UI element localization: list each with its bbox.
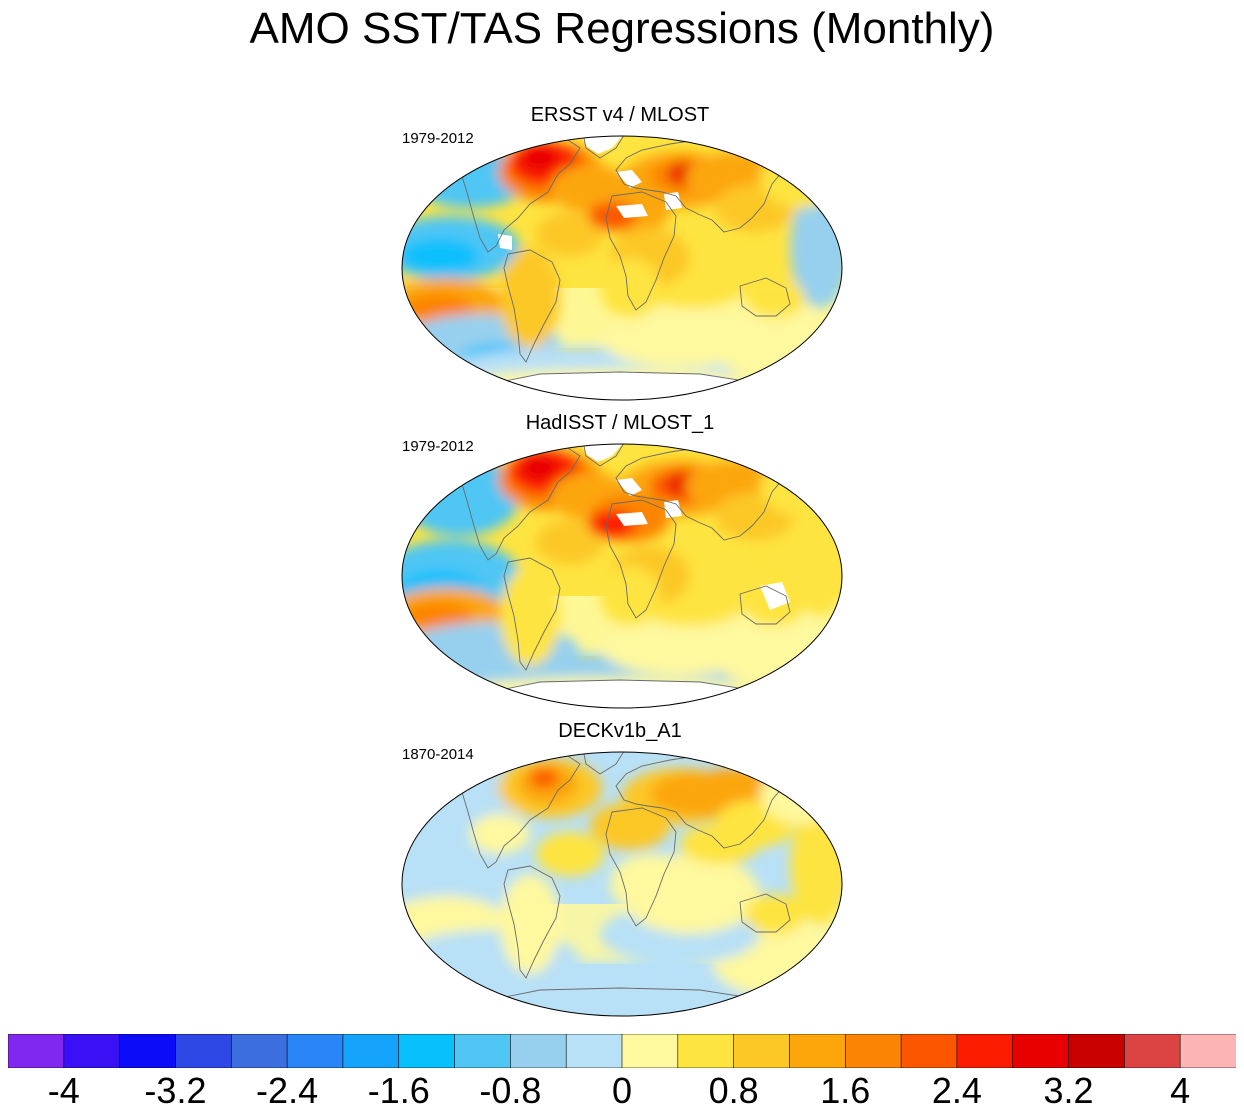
anomaly-contour	[530, 768, 558, 788]
anomaly-contour	[745, 278, 805, 318]
coastline-greenland	[581, 136, 627, 159]
colorbar-swatch	[565, 1034, 623, 1068]
colorbar-tick-label: -0.8	[479, 1070, 542, 1111]
colorbar	[8, 1034, 1236, 1068]
colorbar-tick-label: 4	[1170, 1070, 1191, 1111]
anomaly-contour	[610, 854, 690, 914]
anomaly-contour	[470, 814, 530, 854]
coastline-samerica	[503, 865, 561, 979]
colorbar-swatch	[677, 1034, 735, 1068]
coastline-africa	[605, 191, 677, 311]
anomaly-contour	[460, 985, 760, 1013]
coastline-africa	[605, 499, 677, 619]
anomaly-contour	[600, 308, 760, 368]
coastline-samerica	[503, 249, 561, 363]
anomaly-contour	[402, 238, 480, 274]
colorbar-tick-label: -3.2	[144, 1070, 207, 1111]
anomaly-contour	[590, 802, 670, 850]
colorbar-swatch	[63, 1034, 121, 1068]
coastline-samerica	[503, 557, 561, 671]
missing-data-mask	[760, 582, 790, 610]
map-border	[401, 751, 843, 1017]
colorbar-swatch	[1012, 1034, 1070, 1068]
panel-title: ERSST v4 / MLOST	[530, 104, 710, 126]
colorbar-tick-label: -2.4	[256, 1070, 319, 1111]
colorbar-tick-label: -1.6	[367, 1070, 430, 1111]
anomaly-contour	[500, 566, 560, 666]
map-panel-hadisst: HadISST / MLOST_1 1979-2012	[380, 412, 860, 726]
map-panel-deck: DECKv1b_A1 1870-2014	[380, 720, 860, 1034]
colorbar-swatch	[1179, 1034, 1236, 1068]
missing-data-mask	[580, 136, 624, 154]
colorbar-swatch	[342, 1034, 400, 1068]
anomaly-contour	[522, 146, 558, 170]
colorbar-swatch	[286, 1034, 344, 1068]
colorbar-swatch	[733, 1034, 791, 1068]
missing-data-mask	[616, 512, 648, 526]
missing-data-mask	[580, 444, 624, 462]
anomaly-contour	[745, 894, 805, 934]
colorbar-swatch	[175, 1034, 232, 1068]
colorbar-swatch	[230, 1034, 288, 1068]
coastline-australia	[739, 277, 791, 317]
anomaly-contour	[600, 616, 760, 676]
colorbar-swatch	[900, 1034, 958, 1068]
anomaly-contour	[760, 148, 840, 208]
colorbar-tick-label: 3.2	[1043, 1070, 1094, 1111]
anomaly-contour	[760, 764, 840, 824]
colorbar-tick-label: 0	[611, 1070, 633, 1111]
anomaly-contour	[402, 456, 520, 536]
panel-period: 1870-2014	[402, 746, 474, 763]
colorbar-swatch	[510, 1034, 567, 1068]
panel-period: 1979-2012	[402, 438, 474, 455]
colorbar-labels: -4 -3.2 -2.4 -1.6 -0.8 0 0.8 1.6 2.4 3.2 4	[0, 1070, 1244, 1116]
panel-title: HadISST / MLOST_1	[525, 412, 715, 434]
map-plot	[401, 135, 843, 401]
missing-data-mask	[498, 234, 512, 250]
colorbar-swatch	[119, 1034, 177, 1068]
colorbar-swatch	[789, 1034, 846, 1068]
colorbar-swatch	[844, 1034, 902, 1068]
missing-data-mask	[616, 204, 648, 218]
anomaly-contour	[404, 602, 472, 630]
colorbar-tick-label: 0.8	[708, 1070, 759, 1111]
anomaly-contour	[600, 566, 660, 626]
map-border	[401, 135, 843, 401]
coastline-australia	[739, 893, 791, 933]
anomaly-contour	[760, 456, 840, 516]
coastline-greenland	[581, 444, 627, 467]
colorbar-swatch	[1124, 1034, 1181, 1068]
colorbar-tick-label: 2.4	[931, 1070, 982, 1111]
map-border	[401, 443, 843, 709]
anomaly-contour	[536, 832, 604, 876]
colorbar-swatch	[1068, 1034, 1125, 1068]
map-panel-ersst: ERSST v4 / MLOST 1979-2012	[380, 104, 860, 418]
colorbar-tick-label: -4	[47, 1070, 80, 1111]
map-plot	[401, 443, 843, 709]
anomaly-contour	[536, 212, 604, 256]
figure-title: AMO SST/TAS Regressions (Monthly)	[249, 4, 995, 53]
anomaly-contour	[404, 294, 472, 322]
missing-data-mask	[616, 478, 642, 496]
colorbar-swatch	[956, 1034, 1014, 1068]
map-plot	[401, 751, 843, 1017]
panel-title: DECKv1b_A1	[558, 720, 682, 742]
anomaly-contour	[536, 520, 604, 564]
coastline-australia	[739, 585, 791, 625]
anomaly-contour	[500, 874, 560, 974]
missing-data-mask	[788, 154, 808, 182]
anomaly-contour	[500, 248, 560, 348]
anomaly-contour	[600, 258, 660, 318]
colorbar-swatch	[398, 1034, 456, 1068]
missing-data-mask	[616, 170, 642, 188]
anomaly-contour	[522, 456, 558, 480]
colorbar-swatch	[8, 1034, 65, 1068]
panel-period: 1979-2012	[402, 130, 474, 147]
colorbar-swatch	[454, 1034, 511, 1068]
colorbar-tick-label: 1.6	[820, 1070, 871, 1111]
coastline-greenland	[581, 752, 627, 775]
coastline-africa	[605, 807, 677, 927]
colorbar-swatch	[621, 1034, 679, 1068]
